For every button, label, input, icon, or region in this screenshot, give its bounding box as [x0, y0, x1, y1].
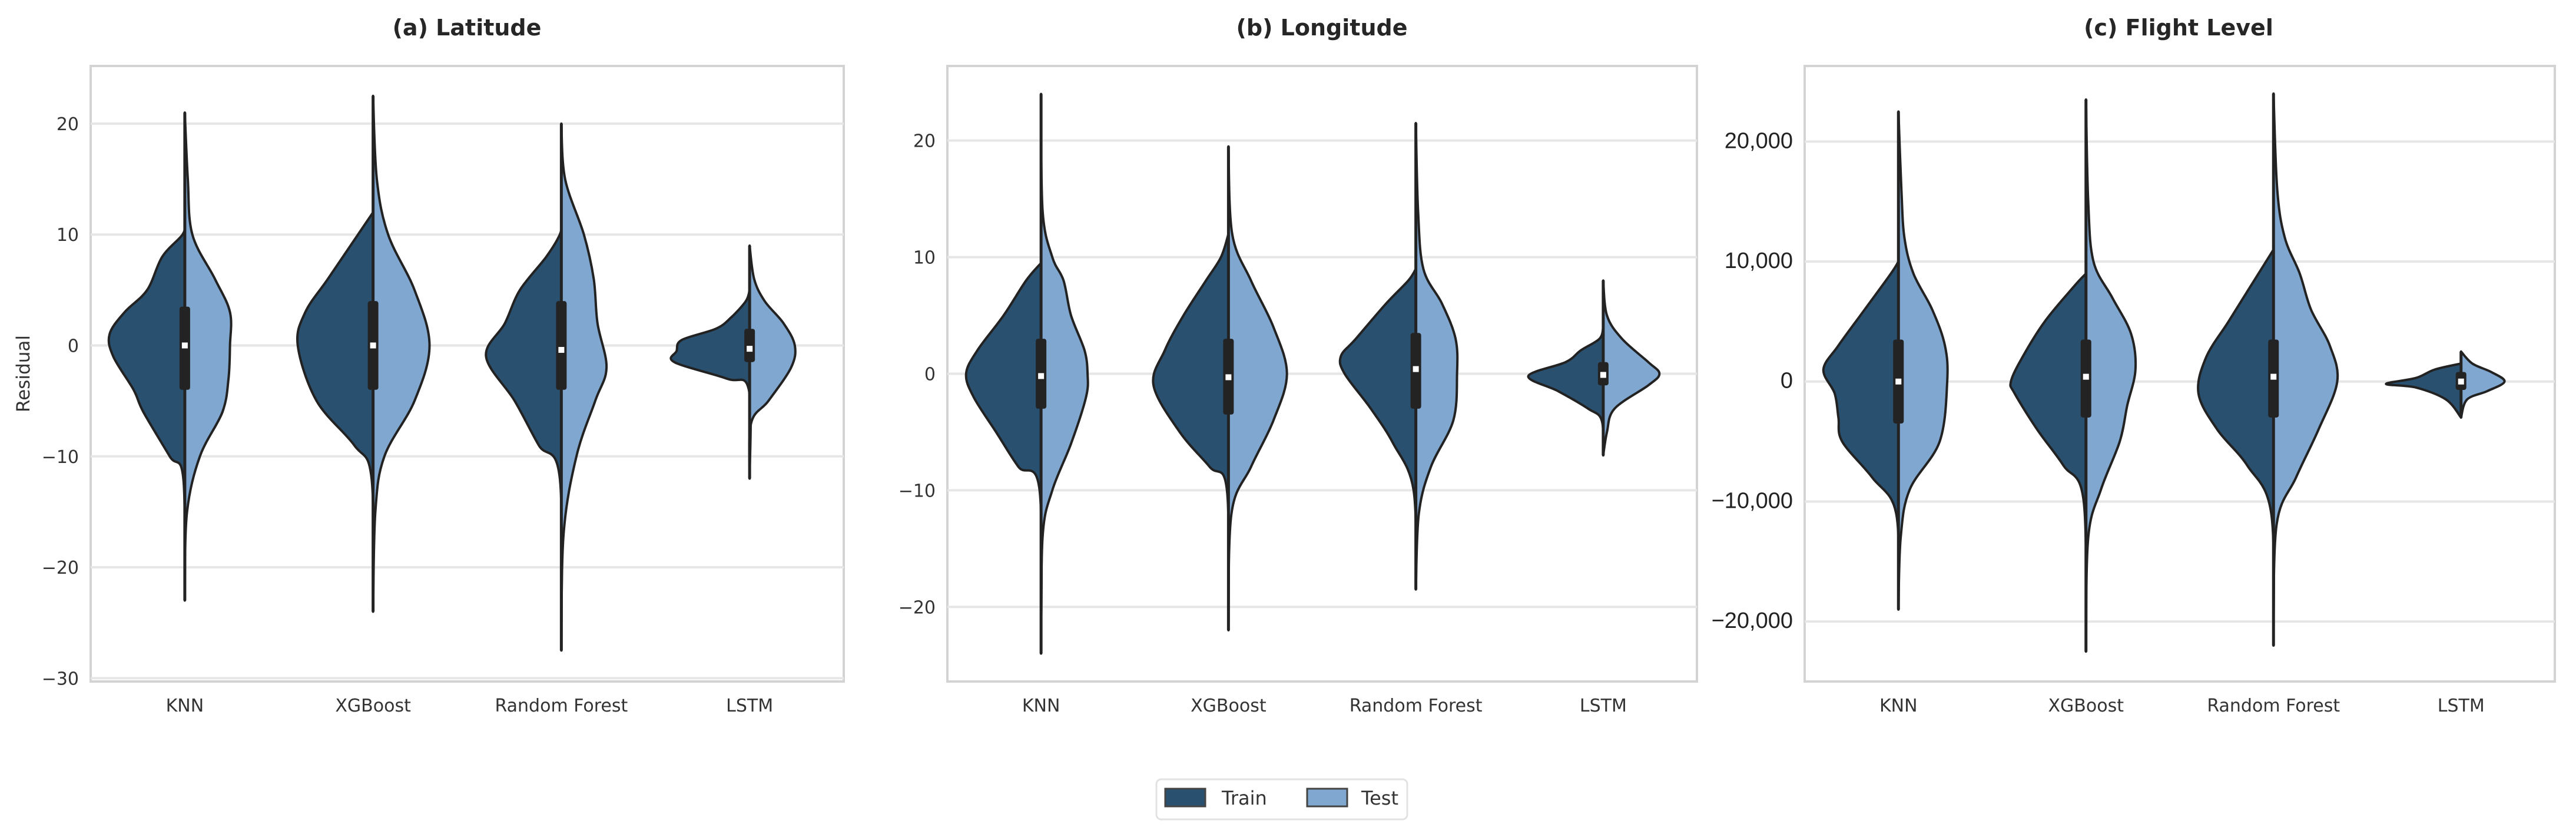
- violin-random-forest: [2197, 92, 2339, 647]
- median-marker: [2458, 378, 2464, 385]
- y-tick-label: −20: [42, 558, 79, 578]
- x-tick-label: XGBoost: [1191, 696, 1267, 716]
- y-tick-label: −10: [42, 447, 79, 468]
- y-tick-label: 0: [1781, 369, 1793, 393]
- panel-title: (a) Latitude: [393, 15, 542, 41]
- x-tick-label: XGBoost: [335, 696, 411, 716]
- y-tick-label: −20,000: [1712, 608, 1793, 633]
- median-marker: [1600, 372, 1606, 378]
- panel-title: (b) Longitude: [1236, 15, 1408, 41]
- x-tick-label: Random Forest: [2207, 696, 2340, 716]
- violin-half-train: [2385, 362, 2462, 419]
- violin-xgboost: [296, 94, 431, 613]
- x-tick-label: LSTM: [1580, 696, 1627, 716]
- panel-title: (c) Flight Level: [2084, 15, 2273, 41]
- violin-knn: [1822, 110, 1949, 611]
- violin-half-test: [2272, 92, 2339, 647]
- iqr-box: [744, 329, 755, 362]
- panel-3: 20,000 10,000 0 −10,000 −20,000 (c) Flight Le…: [1712, 15, 2556, 716]
- violin-lstm: [2385, 350, 2506, 419]
- violin-half-test: [560, 122, 608, 652]
- violin-knn: [964, 92, 1089, 655]
- iqr-box: [556, 301, 567, 390]
- violin-half-train: [1338, 267, 1417, 591]
- violin-half-train: [1822, 260, 1900, 611]
- median-marker: [2083, 373, 2089, 380]
- legend-label-train: Train: [1221, 787, 1267, 809]
- violin-lstm: [669, 244, 797, 480]
- y-axis-label: Residual: [13, 335, 34, 412]
- y-tick-label: 20: [57, 114, 79, 135]
- y-tick-label: 20,000: [1725, 128, 1793, 153]
- legend: Train Test: [1155, 778, 1408, 821]
- x-tick-label: KNN: [166, 696, 204, 716]
- median-marker: [181, 342, 188, 349]
- violin-half-train: [2009, 272, 2087, 653]
- median-marker: [1895, 378, 1902, 385]
- x-tick-label: KNN: [1879, 696, 1918, 716]
- x-tick-label: LSTM: [726, 696, 773, 716]
- y-tick-label: −30: [42, 669, 79, 689]
- x-tick-label: Random Forest: [495, 696, 628, 716]
- violin-lstm: [1527, 279, 1661, 457]
- y-tick-label: −10,000: [1712, 488, 1793, 513]
- y-tick-label: 10: [913, 248, 936, 269]
- violin-knn: [107, 111, 233, 602]
- legend-label-test: Test: [1361, 787, 1398, 809]
- x-tick-label: XGBoost: [2048, 696, 2124, 716]
- violin-half-test: [1602, 279, 1661, 457]
- violin-half-train: [107, 222, 187, 602]
- median-marker: [747, 346, 753, 352]
- violin-half-test: [748, 244, 797, 480]
- legend-swatch-train: [1164, 788, 1206, 808]
- legend-swatch-test: [1306, 788, 1348, 808]
- violin-half-test: [1414, 122, 1459, 591]
- x-tick-label: LSTM: [2438, 696, 2485, 716]
- violin-xgboost: [1152, 145, 1288, 631]
- violin-half-train: [1527, 326, 1605, 457]
- y-tick-label: 10,000: [1725, 249, 1793, 273]
- violin-half-test: [372, 94, 431, 613]
- violin-random-forest: [485, 122, 608, 652]
- violin-half-test: [2459, 350, 2506, 419]
- median-marker: [370, 342, 376, 349]
- violin-half-test: [1897, 110, 1949, 611]
- y-tick-label: 0: [924, 365, 936, 385]
- y-tick-label: −20: [899, 597, 936, 618]
- x-tick-label: Random Forest: [1350, 696, 1483, 716]
- median-marker: [2270, 373, 2277, 380]
- y-tick-label: −10: [899, 481, 936, 501]
- violin-xgboost: [2009, 98, 2137, 653]
- median-marker: [1413, 366, 1419, 372]
- violin-random-forest: [1338, 122, 1459, 591]
- violin-half-test: [2084, 98, 2137, 653]
- violin-half-test: [1227, 145, 1288, 631]
- violin-half-test: [1040, 92, 1089, 655]
- y-tick-label: 10: [57, 225, 79, 246]
- x-tick-label: KNN: [1022, 696, 1060, 716]
- violin-half-train: [1152, 233, 1230, 631]
- median-marker: [1038, 373, 1045, 379]
- y-tick-label: 20: [913, 131, 936, 152]
- y-tick-label: 0: [68, 336, 79, 356]
- violin-half-train: [2197, 248, 2275, 647]
- median-marker: [558, 347, 565, 353]
- panel-1: 20 10 0 −10 −20 −30 (a) Latitude Residual KNN XGB…: [13, 15, 845, 716]
- median-marker: [1225, 374, 1232, 381]
- panel-2: 20 10 0 −10 −20 (b) Longitude KNN XGBoost Random…: [899, 15, 1698, 716]
- violin-half-test: [183, 111, 233, 591]
